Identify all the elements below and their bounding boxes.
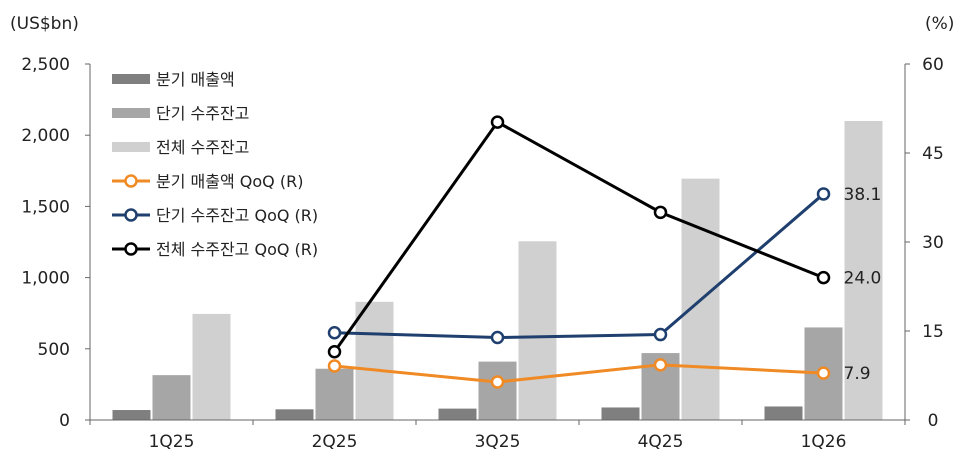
legend-swatch-bar [112, 142, 150, 152]
line-series-2 [334, 192, 825, 340]
bar-1-1Q26 [764, 406, 803, 420]
bar-1-3Q25 [438, 408, 477, 420]
line-point-3-4 [816, 270, 831, 285]
left-tick-label: 2,500 [21, 55, 70, 75]
bar-3-3Q25 [518, 241, 557, 420]
bar-3-1Q25 [192, 313, 231, 420]
legend-swatch-bar [112, 74, 150, 84]
right-axis-unit: (%) [925, 14, 954, 34]
legend-label: 전체 수주잔고 QoQ (R) [156, 240, 318, 259]
bar-layer [112, 120, 883, 421]
right-tick-label: 30 [922, 233, 944, 253]
line-point-2-4 [816, 187, 831, 201]
left-axis-unit: (US$bn) [10, 14, 79, 34]
line-point-1-3 [653, 358, 668, 372]
right-tick-label: 0 [928, 411, 939, 431]
tick-labels: 0 500 1,000 1,500 2,000 2,500 0 15 30 45 60 1Q25 2Q2… [21, 55, 943, 452]
line-point-3-2 [490, 115, 505, 129]
left-tick-label: 0 [59, 411, 70, 431]
right-tick-label: 60 [922, 55, 944, 75]
line-point-2-2 [490, 330, 505, 345]
line-point-1-4 [816, 366, 831, 380]
right-tick-label: 15 [922, 322, 944, 342]
line-point-1-2 [490, 375, 505, 389]
left-tick-label: 500 [38, 340, 70, 360]
x-tick-label: 4Q25 [638, 432, 684, 452]
line-point-2-1 [327, 326, 342, 340]
end-value-label-3: 24.0 [844, 269, 882, 289]
legend-swatch-bar [112, 108, 150, 118]
line-point-3-3 [653, 205, 668, 220]
legend-label: 단기 수주잔고 [156, 104, 249, 123]
line-series-1 [334, 363, 824, 384]
legend-label: 분기 매출액 QoQ (R) [156, 172, 303, 191]
bar-3-1Q26 [844, 120, 883, 421]
left-tick-label: 2,000 [21, 126, 70, 146]
line-series-3 [333, 120, 825, 353]
legend-swatch-marker [124, 174, 138, 188]
line-point-3-1 [327, 345, 342, 359]
bar-3-2Q25 [355, 301, 394, 420]
legend-swatch-marker [124, 208, 138, 222]
bar-1-2Q25 [275, 409, 314, 420]
x-tick-label: 1Q25 [149, 432, 195, 452]
line-layer: 7.9 38.1 24.0 [327, 115, 882, 389]
axes [85, 63, 910, 425]
x-tick-label: 2Q25 [312, 432, 358, 452]
legend-label: 전체 수주잔고 [156, 138, 249, 157]
x-tick-label: 3Q25 [475, 432, 521, 452]
bar-2-3Q25 [478, 361, 517, 420]
left-tick-label: 1,500 [21, 197, 70, 217]
bar-1-1Q25 [112, 410, 151, 420]
x-tick-label: 1Q26 [801, 432, 847, 452]
end-value-label-1: 7.9 [844, 364, 871, 384]
left-tick-label: 1,000 [21, 269, 70, 289]
bar-2-2Q25 [315, 368, 354, 420]
bar-2-1Q25 [152, 375, 191, 420]
legend-swatch-marker [124, 242, 138, 256]
legend-label: 단기 수주잔고 QoQ (R) [156, 206, 318, 225]
line-point-2-3 [653, 327, 668, 342]
end-value-label-2: 38.1 [844, 185, 882, 205]
bar-1-4Q25 [601, 407, 640, 420]
legend-label: 분기 매출액 [156, 70, 235, 89]
right-tick-label: 45 [922, 144, 944, 164]
line-point-1-1 [327, 359, 342, 373]
